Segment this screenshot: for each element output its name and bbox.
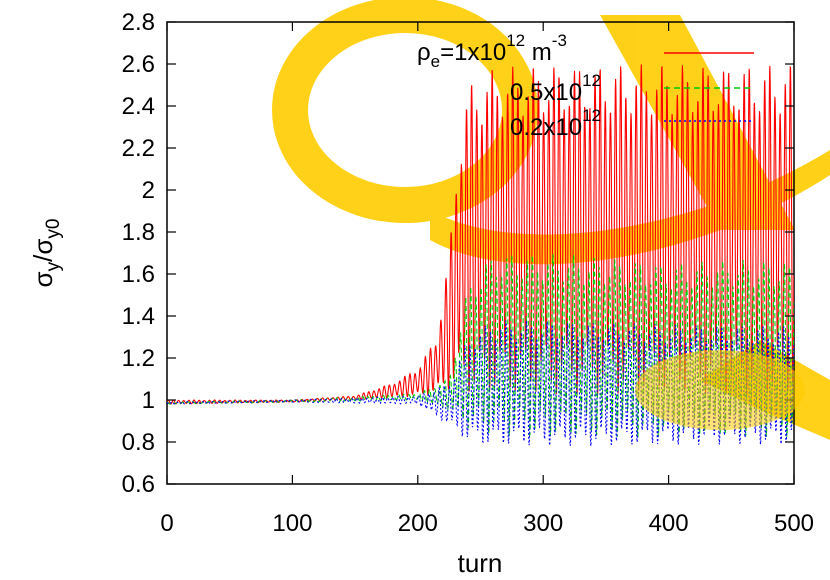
y-tick-label: 2.8 (122, 9, 155, 36)
y-tick-label: 1.8 (122, 219, 155, 246)
legend-label-3: 0.2x1012 (510, 106, 601, 141)
watermark-ring (272, 0, 538, 223)
x-tick-label: 300 (523, 510, 563, 537)
legend-label-1: ρe=1x1012 m-3 (417, 31, 567, 71)
legend-label-2: 0.5x1012 (510, 71, 601, 106)
x-tick-label: 500 (774, 510, 814, 537)
x-tick-label: 400 (649, 510, 689, 537)
y-tick-label: 1 (142, 387, 155, 414)
y-tick-label: 2.2 (122, 135, 155, 162)
series-line-1 (167, 64, 794, 405)
y-label-sigma-2: σ (28, 239, 58, 255)
x-tick-label: 100 (272, 510, 312, 537)
y-tick-label: 0.8 (122, 429, 155, 456)
y-axis-label: σy/σy0 (28, 219, 64, 288)
y-tick-label: 2.4 (122, 93, 155, 120)
svg-text:σy/σy0: σy/σy0 (28, 219, 64, 288)
series-line-2 (167, 254, 794, 438)
y-tick-label: 1.6 (122, 261, 155, 288)
y-label-sigma: σ (28, 271, 58, 287)
y-label-divider: / (28, 254, 58, 262)
legend: ρe=1x1012 m-3 0.5x1012 0.2x1012 (417, 31, 754, 141)
x-axis-label: turn (458, 548, 503, 578)
ticks-layer: 0 100 200 300 400 500 0.6 0.8 1 1.2 1.4 1.6 1.8 2 2.2 2… (122, 9, 814, 537)
watermark-overlay (635, 350, 805, 430)
y-tick-label: 1.4 (122, 303, 155, 330)
plot-frame (166, 21, 795, 485)
x-tick-label: 0 (160, 510, 173, 537)
y-label-sub-y: y (43, 261, 64, 271)
y-tick-label: 1.2 (122, 345, 155, 372)
y-label-sub-y0: y0 (43, 219, 64, 239)
y-tick-label: 2 (142, 177, 155, 204)
y-tick-label: 2.6 (122, 51, 155, 78)
y-tick-label: 0.6 (122, 471, 155, 498)
x-tick-label: 200 (398, 510, 438, 537)
